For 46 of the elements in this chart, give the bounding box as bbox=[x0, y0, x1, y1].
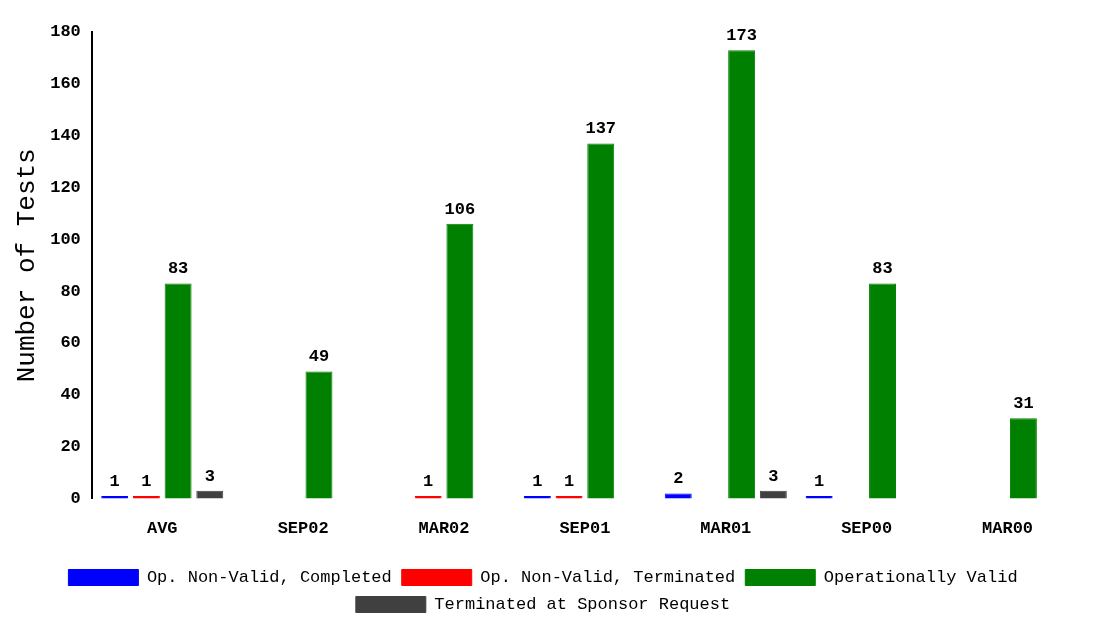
legend-label: Op. Non-Valid, Terminated bbox=[480, 568, 736, 587]
bar bbox=[164, 283, 192, 499]
data-label: 1 bbox=[109, 471, 120, 491]
data-label: 1 bbox=[532, 471, 543, 491]
bar bbox=[664, 493, 692, 499]
data-label: 1 bbox=[423, 471, 434, 491]
data-label: 1 bbox=[141, 471, 152, 491]
bar bbox=[728, 50, 756, 499]
bar bbox=[1009, 418, 1037, 499]
legend-label: Terminated at Sponsor Request bbox=[434, 595, 731, 614]
data-label: 137 bbox=[585, 119, 617, 139]
x-tick-label: MAR01 bbox=[700, 519, 752, 539]
data-label: 1 bbox=[563, 471, 575, 491]
data-label: 106 bbox=[444, 199, 476, 219]
y-tick-label: 20 bbox=[60, 437, 81, 457]
y-tick-label: 80 bbox=[60, 281, 81, 301]
data-label: 83 bbox=[872, 259, 893, 279]
x-tick-label: AVG bbox=[146, 519, 178, 539]
legend-label: Op. Non-Valid, Completed bbox=[146, 568, 392, 587]
bar bbox=[446, 223, 474, 499]
data-label: 83 bbox=[167, 259, 189, 279]
bar bbox=[869, 283, 896, 499]
y-axis-title: Number of Tests bbox=[12, 148, 43, 383]
bar bbox=[305, 371, 333, 499]
y-tick-label: 140 bbox=[50, 125, 81, 145]
y-tick-label: 0 bbox=[70, 488, 81, 508]
y-tick-label: 100 bbox=[50, 229, 81, 249]
data-label: 31 bbox=[1013, 394, 1034, 414]
x-tick-label: SEP02 bbox=[277, 519, 329, 539]
y-tick-label: 60 bbox=[60, 333, 81, 353]
x-tick-label: MAR02 bbox=[418, 519, 470, 539]
data-label: 3 bbox=[204, 466, 215, 486]
y-tick-label: 40 bbox=[60, 385, 81, 405]
data-label: 3 bbox=[768, 466, 779, 486]
data-label: 49 bbox=[308, 347, 330, 367]
x-tick-label: MAR00 bbox=[982, 519, 1034, 539]
x-tick-label: SEP01 bbox=[559, 519, 611, 539]
data-label: 173 bbox=[726, 25, 757, 45]
data-label: 2 bbox=[673, 469, 684, 489]
data-label: 1 bbox=[814, 471, 825, 491]
x-tick-label: SEP00 bbox=[841, 519, 893, 539]
y-tick-label: 160 bbox=[50, 74, 81, 94]
y-tick-label: 120 bbox=[50, 177, 81, 197]
y-tick-label: 180 bbox=[50, 22, 81, 42]
bar bbox=[587, 143, 615, 499]
legend-label: Operationally Valid bbox=[823, 568, 1018, 587]
